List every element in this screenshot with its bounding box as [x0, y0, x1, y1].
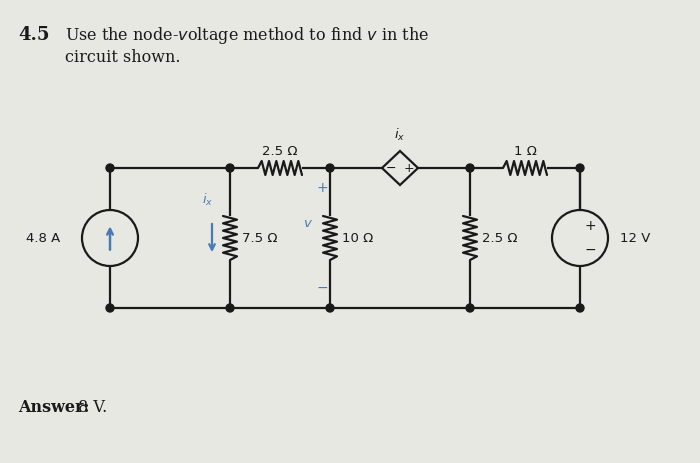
- Circle shape: [576, 304, 584, 312]
- Circle shape: [106, 304, 114, 312]
- Text: −: −: [316, 281, 328, 295]
- Circle shape: [106, 164, 114, 172]
- Circle shape: [466, 164, 474, 172]
- Circle shape: [326, 304, 334, 312]
- Text: circuit shown.: circuit shown.: [65, 50, 181, 67]
- Circle shape: [576, 164, 584, 172]
- Circle shape: [226, 164, 234, 172]
- Text: 4.8 A: 4.8 A: [26, 232, 60, 244]
- Text: −: −: [584, 243, 596, 257]
- Text: 4.5: 4.5: [18, 26, 50, 44]
- Polygon shape: [382, 151, 418, 185]
- Circle shape: [466, 304, 474, 312]
- Text: 12 V: 12 V: [620, 232, 650, 244]
- Circle shape: [226, 304, 234, 312]
- Text: 10 Ω: 10 Ω: [342, 232, 373, 244]
- Text: $i_x$: $i_x$: [394, 127, 405, 143]
- Text: −: −: [386, 162, 396, 175]
- Text: +: +: [584, 219, 596, 233]
- Text: 8 V.: 8 V.: [78, 400, 107, 417]
- Text: +: +: [404, 162, 414, 175]
- Text: 2.5 Ω: 2.5 Ω: [262, 145, 298, 158]
- Circle shape: [326, 164, 334, 172]
- Text: Answer:: Answer:: [18, 400, 90, 417]
- Circle shape: [552, 210, 608, 266]
- Text: 1 Ω: 1 Ω: [514, 145, 536, 158]
- Text: 2.5 Ω: 2.5 Ω: [482, 232, 517, 244]
- Text: $i_x$: $i_x$: [202, 192, 214, 208]
- Text: +: +: [316, 181, 328, 195]
- Text: $v$: $v$: [303, 217, 313, 230]
- Text: Use the node-$v$oltage method to find $v$ in the: Use the node-$v$oltage method to find $v…: [65, 25, 429, 45]
- Circle shape: [82, 210, 138, 266]
- Text: 7.5 Ω: 7.5 Ω: [242, 232, 277, 244]
